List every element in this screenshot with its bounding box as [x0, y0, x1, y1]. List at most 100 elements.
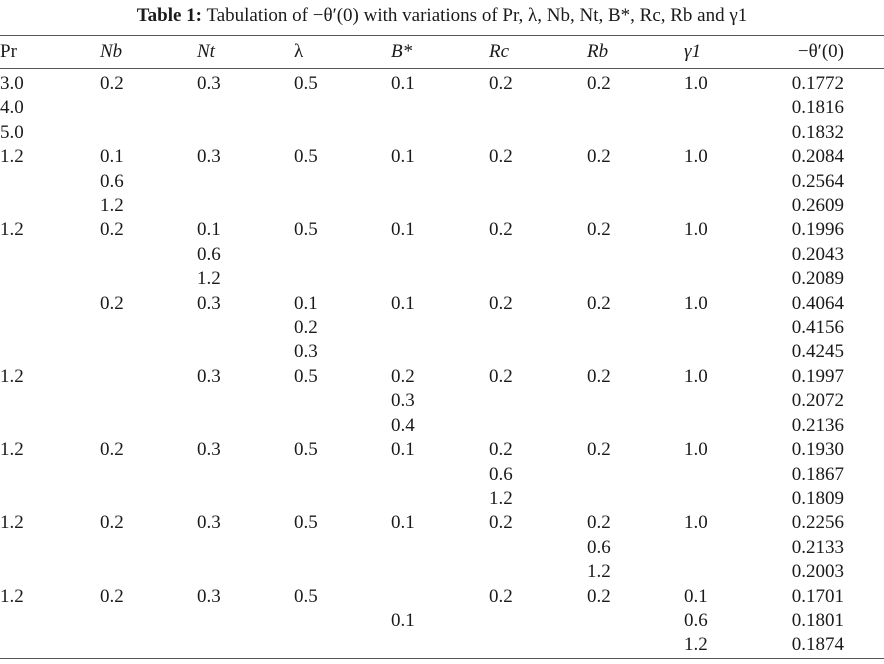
cell-lambda	[294, 121, 391, 145]
header-lambda: λ	[294, 41, 304, 62]
cell-gamma1	[684, 194, 769, 218]
cell-theta-prime: 0.2089	[791, 268, 844, 290]
cell-lambda: 0.5	[294, 146, 318, 168]
cell-theta-prime: 0.1996	[791, 219, 844, 241]
cell-b-star	[391, 585, 489, 609]
cell-nb: 1.2	[100, 195, 124, 217]
cell-rb: 0.2	[587, 219, 611, 241]
table-row: 1.2 0.3 0.5 0.2 0.2 0.2 1.0 0.1997	[0, 365, 884, 389]
cell-nt	[197, 609, 294, 633]
cell-rb: 0.2	[587, 439, 611, 461]
cell-rb: 0.2	[587, 292, 611, 314]
cell-pr: 1.2	[0, 585, 24, 607]
cell-theta-prime: 0.1930	[791, 439, 844, 461]
table-row: 0.4 0.2136	[0, 414, 884, 438]
cell-gamma1: 1.0	[684, 219, 708, 241]
cell-rc	[489, 194, 587, 218]
cell-nt: 0.6	[197, 243, 221, 265]
cell-b-star	[391, 536, 489, 560]
cell-gamma1	[684, 340, 769, 364]
table-row: 1.2 0.2003	[0, 560, 884, 584]
cell-rc: 0.2	[489, 365, 513, 387]
cell-lambda: 0.3	[294, 341, 318, 363]
table-caption-label: Table 1:	[136, 5, 203, 26]
cell-theta-prime: 0.4156	[791, 317, 844, 339]
table-row: 1.2 0.2089	[0, 267, 884, 291]
cell-lambda	[294, 633, 391, 657]
cell-rc	[489, 414, 587, 438]
cell-pr: 1.2	[0, 439, 24, 461]
table-row: 1.2 0.2609	[0, 194, 884, 218]
cell-rc	[489, 560, 587, 584]
table-row: 4.0 0.1816	[0, 96, 884, 120]
cell-gamma1: 1.0	[684, 73, 708, 94]
cell-theta-prime: 0.1701	[791, 585, 844, 607]
cell-gamma1	[684, 389, 769, 413]
cell-nt: 0.3	[197, 73, 221, 94]
cell-rb: 0.6	[587, 536, 611, 558]
cell-gamma1	[684, 267, 769, 291]
cell-nt	[197, 121, 294, 145]
cell-rc: 0.2	[489, 292, 513, 314]
cell-rb: 0.2	[587, 585, 611, 607]
cell-b-star	[391, 170, 489, 194]
cell-theta-prime: 0.2133	[791, 536, 844, 558]
cell-nb: 0.2	[100, 292, 124, 314]
cell-theta-prime: 0.1816	[791, 97, 844, 119]
cell-b-star: 0.1	[391, 219, 415, 241]
cell-gamma1	[684, 560, 769, 584]
header-theta-prime: −θ′(0)	[797, 41, 844, 62]
cell-rc: 0.2	[489, 73, 513, 94]
table-row: 1.2 0.2 0.1 0.5 0.1 0.2 0.2 1.0 0.1996	[0, 218, 884, 242]
cell-lambda	[294, 170, 391, 194]
table-bottom-rule	[0, 658, 884, 659]
cell-rc	[489, 609, 587, 633]
cell-lambda: 0.5	[294, 219, 318, 241]
cell-b-star	[391, 267, 489, 291]
cell-theta-prime: 0.2136	[791, 414, 844, 436]
cell-lambda	[294, 243, 391, 267]
cell-b-star: 0.1	[391, 146, 415, 168]
cell-rc: 0.2	[489, 512, 513, 534]
cell-theta-prime: 0.2084	[791, 146, 844, 168]
cell-gamma1: 1.0	[684, 512, 708, 534]
cell-rb	[587, 170, 684, 194]
cell-gamma1	[684, 96, 769, 120]
cell-gamma1	[684, 243, 769, 267]
cell-nb	[100, 487, 197, 511]
cell-lambda: 0.5	[294, 365, 318, 387]
cell-rb	[587, 194, 684, 218]
cell-rb: 0.2	[587, 365, 611, 387]
cell-nt: 0.3	[197, 365, 221, 387]
cell-pr	[0, 609, 100, 633]
cell-b-star	[391, 194, 489, 218]
cell-pr	[0, 316, 100, 340]
header-nt: Nt	[197, 41, 215, 62]
cell-theta-prime: 0.4245	[791, 341, 844, 363]
cell-lambda: 0.1	[294, 292, 318, 314]
cell-rb	[587, 340, 684, 364]
cell-theta-prime: 0.2043	[791, 243, 844, 265]
table-row: 3.0 0.2 0.3 0.5 0.1 0.2 0.2 1.0 0.1772	[0, 68, 884, 96]
cell-b-star	[391, 96, 489, 120]
data-table: Pr Nb Nt λ B* Rc Rb γ1 −θ′(0) 3.0 0.2 0.3 0…	[0, 36, 884, 658]
cell-b-star: 0.1	[391, 512, 415, 534]
cell-nt: 0.3	[197, 512, 221, 534]
cell-lambda	[294, 414, 391, 438]
cell-pr	[0, 463, 100, 487]
cell-gamma1	[684, 316, 769, 340]
cell-nb	[100, 243, 197, 267]
cell-lambda: 0.5	[294, 585, 318, 607]
cell-lambda: 0.5	[294, 512, 318, 534]
cell-rc	[489, 121, 587, 145]
cell-nb: 0.2	[100, 439, 124, 461]
cell-nb	[100, 267, 197, 291]
cell-theta-prime: 0.2003	[791, 561, 844, 583]
header-rc: Rc	[489, 41, 510, 62]
cell-theta-prime: 0.4064	[791, 292, 844, 314]
cell-nt	[197, 414, 294, 438]
cell-nt: 0.3	[197, 585, 221, 607]
cell-nt	[197, 170, 294, 194]
cell-b-star	[391, 487, 489, 511]
